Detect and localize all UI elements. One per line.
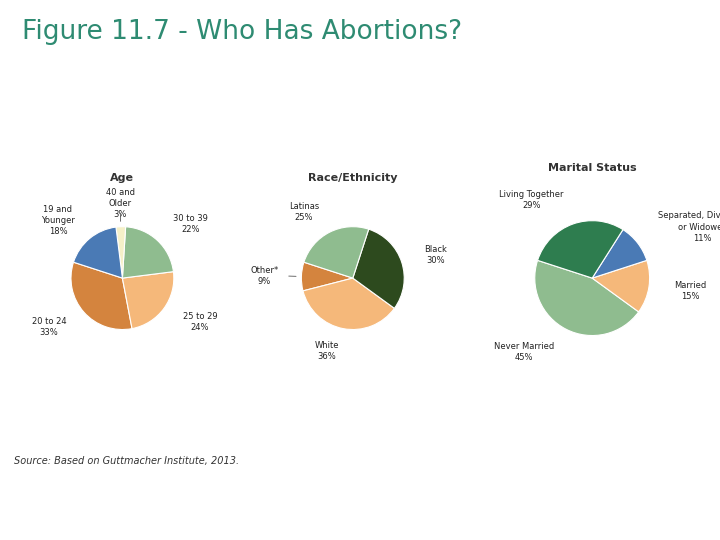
Text: Separated, Divorced,
or Widowed
11%: Separated, Divorced, or Widowed 11% <box>658 212 720 242</box>
Title: Marital Status: Marital Status <box>548 163 636 173</box>
Wedge shape <box>71 262 132 329</box>
Wedge shape <box>122 227 174 278</box>
Title: Race/Ethnicity: Race/Ethnicity <box>308 173 397 184</box>
Wedge shape <box>302 262 353 291</box>
Text: 30 to 39
22%: 30 to 39 22% <box>174 214 208 234</box>
Wedge shape <box>116 227 125 278</box>
Wedge shape <box>304 227 369 278</box>
Text: Living Together
29%: Living Together 29% <box>500 190 564 210</box>
Text: Married
15%: Married 15% <box>675 281 707 301</box>
Text: Latinas
25%: Latinas 25% <box>289 201 319 222</box>
Wedge shape <box>122 272 174 329</box>
Text: 19 and
Younger
18%: 19 and Younger 18% <box>41 205 75 236</box>
Text: White
36%: White 36% <box>315 341 339 361</box>
Text: © 2015, 2012, 2011 by Pearson Education, Inc. All rights reserved.: © 2015, 2012, 2011 by Pearson Education,… <box>209 504 511 514</box>
Wedge shape <box>535 260 639 335</box>
Wedge shape <box>593 260 649 312</box>
Text: Other*
9%: Other* 9% <box>250 266 278 286</box>
Text: Source: Based on Guttmacher Institute, 2013.: Source: Based on Guttmacher Institute, 2… <box>14 456 240 467</box>
Text: 20 to 24
33%: 20 to 24 33% <box>32 318 66 338</box>
Text: PEARSON: PEARSON <box>602 500 698 518</box>
Wedge shape <box>538 221 623 278</box>
Text: Marriages and Families: Changes,
Choices and Constraints, 8e: Marriages and Families: Changes, Choices… <box>14 500 166 518</box>
Wedge shape <box>593 230 647 278</box>
Text: 25 to 29
24%: 25 to 29 24% <box>183 312 217 332</box>
Wedge shape <box>353 229 404 308</box>
Text: Black
30%: Black 30% <box>424 245 446 265</box>
Wedge shape <box>303 278 395 329</box>
Text: Figure 11.7 - Who Has Abortions?: Figure 11.7 - Who Has Abortions? <box>22 19 462 45</box>
Title: Age: Age <box>110 173 135 184</box>
Text: 40 and
Older
3%: 40 and Older 3% <box>106 188 135 219</box>
Wedge shape <box>73 227 122 278</box>
Text: Never Married
45%: Never Married 45% <box>494 342 554 362</box>
